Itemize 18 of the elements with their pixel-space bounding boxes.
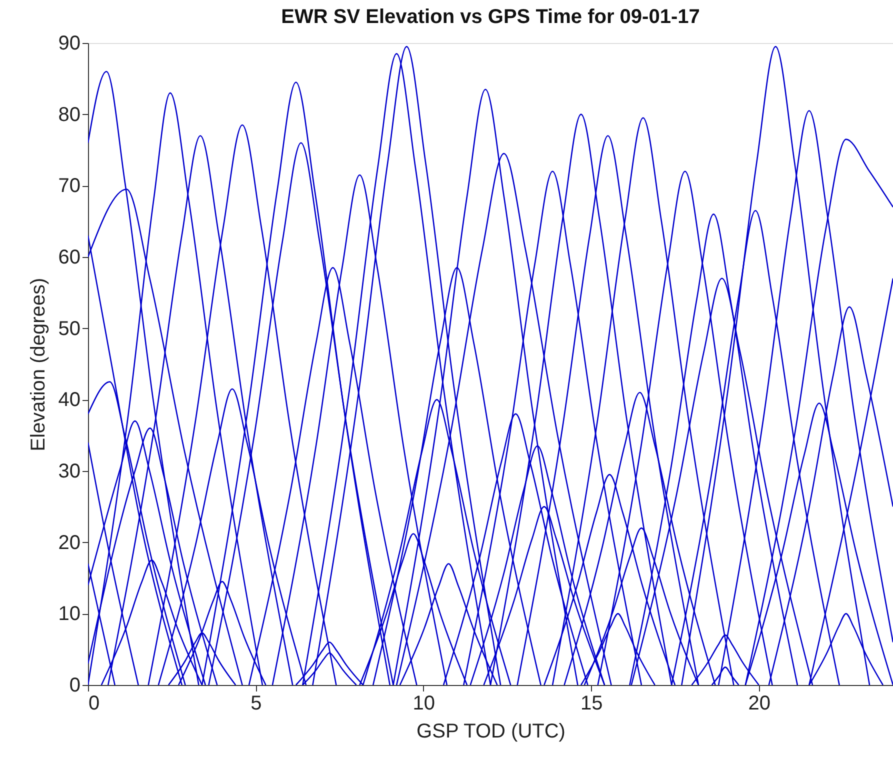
- x-tick-label: 5: [250, 692, 262, 714]
- y-tick-label: 90: [58, 32, 80, 54]
- y-tick-label: 30: [58, 460, 80, 482]
- y-tick-label: 40: [58, 389, 80, 412]
- y-tick-label: 10: [58, 603, 80, 626]
- x-tick-label: 0: [88, 692, 100, 714]
- y-tick-label: 80: [58, 104, 80, 126]
- chart-title: EWR SV Elevation vs GPS Time for 09-01-17: [281, 6, 700, 28]
- y-tick-label: 70: [58, 175, 80, 198]
- x-axis-title: GSP TOD (UTC): [416, 720, 566, 742]
- y-tick-label: 20: [58, 532, 80, 554]
- x-tick-label: 10: [412, 692, 436, 714]
- y-axis-title: Elevation (degrees): [27, 278, 50, 452]
- x-tick-label: 20: [748, 692, 770, 714]
- x-tick-label: 15: [580, 692, 603, 714]
- y-tick-label: 0: [69, 674, 80, 696]
- y-tick-label: 60: [58, 246, 80, 268]
- y-tick-label: 50: [58, 318, 80, 340]
